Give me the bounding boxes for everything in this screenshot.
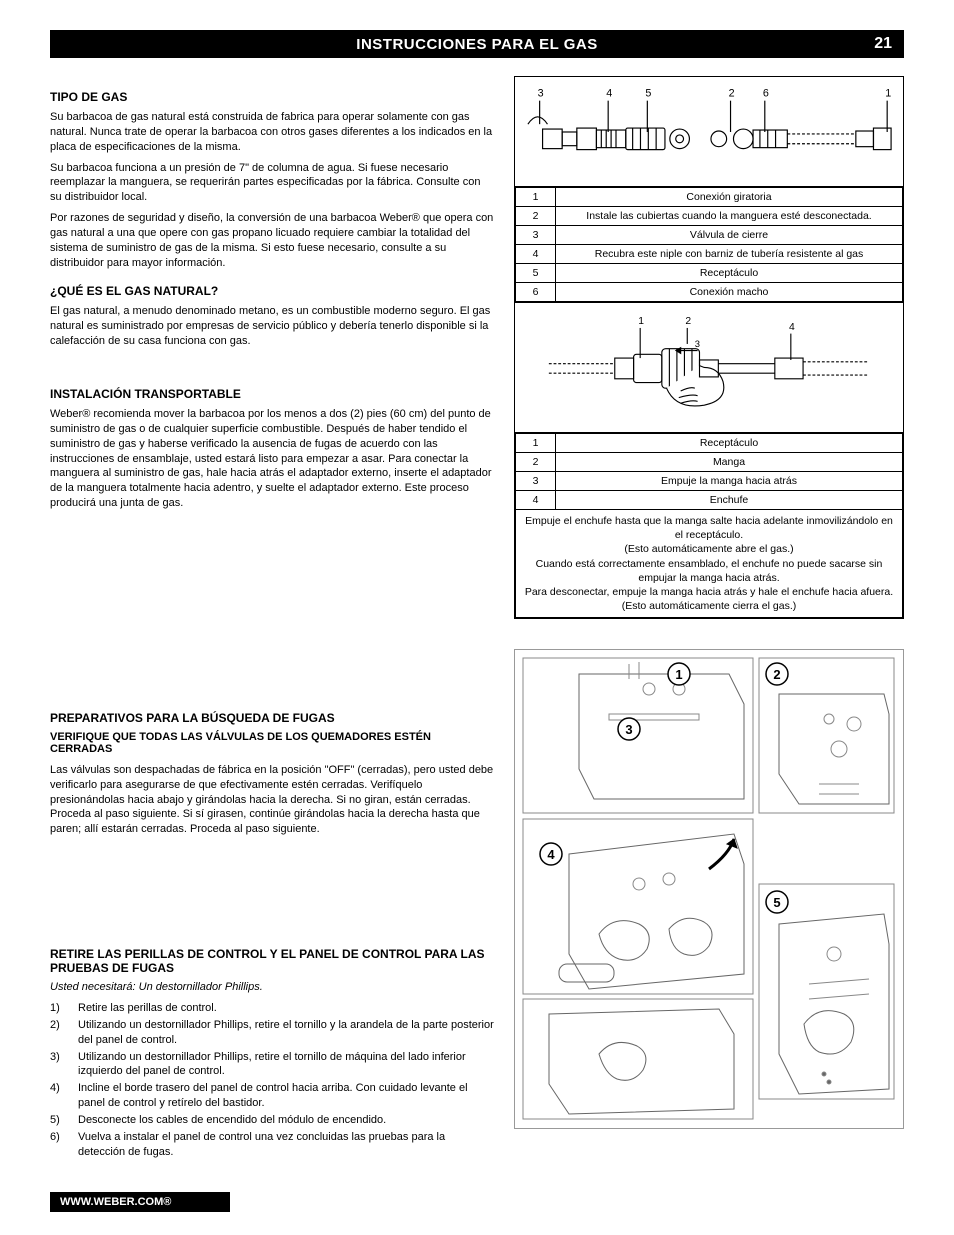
diagram-1-image: 3 4 5 2 6 1 bbox=[515, 77, 903, 187]
svg-text:4: 4 bbox=[606, 88, 612, 100]
list-item: 4)Incline el borde trasero del panel de … bbox=[50, 1081, 494, 1111]
svg-text:1: 1 bbox=[638, 316, 644, 327]
table-row: 2Instale las cubiertas cuando la manguer… bbox=[516, 207, 903, 226]
table-row: 2Manga bbox=[516, 453, 903, 472]
instruction-notes: Empuje el enchufe hasta que la manga sal… bbox=[515, 510, 903, 618]
svg-text:5: 5 bbox=[645, 88, 651, 100]
paragraph: Por razones de seguridad y diseño, la co… bbox=[50, 211, 494, 270]
parts-table-1: 1Conexión giratoria 2Instale las cubiert… bbox=[515, 187, 903, 302]
diagram-2-image: 1 2 3 4 bbox=[515, 303, 903, 433]
page-title: INSTRUCCIONES PARA EL GAS bbox=[356, 36, 597, 53]
table-row: 1Conexión giratoria bbox=[516, 188, 903, 207]
table-row: 4Recubra este niple con barniz de tuberí… bbox=[516, 245, 903, 264]
svg-text:1: 1 bbox=[675, 667, 682, 682]
paragraph: Su barbacoa funciona a un presión de 7" … bbox=[50, 161, 494, 206]
exploded-diagram: 1 3 2 4 bbox=[514, 649, 904, 1129]
section-retire-perillas: RETIRE LAS PERILLAS DE CONTROL Y EL PANE… bbox=[50, 947, 494, 975]
page-number: 21 bbox=[874, 35, 892, 53]
table-row: 4Enchufe bbox=[516, 491, 903, 510]
left-column: TIPO DE GAS Su barbacoa de gas natural e… bbox=[50, 76, 494, 1162]
parts-table-2: 1Receptáculo 2Manga 3Empuje la manga hac… bbox=[515, 433, 903, 510]
table-row: 6Conexión macho bbox=[516, 283, 903, 302]
svg-text:6: 6 bbox=[763, 88, 769, 100]
svg-text:2: 2 bbox=[729, 88, 735, 100]
list-item: 5)Desconecte los cables de encendido del… bbox=[50, 1113, 494, 1128]
svg-text:3: 3 bbox=[625, 722, 632, 737]
list-item: 2)Utilizando un destornillador Phillips,… bbox=[50, 1018, 494, 1048]
svg-text:2: 2 bbox=[773, 667, 780, 682]
svg-text:4: 4 bbox=[789, 322, 795, 333]
coupling-hand-icon: 1 2 3 4 bbox=[530, 311, 888, 424]
paragraph: El gas natural, a menudo denominado meta… bbox=[50, 304, 494, 349]
svg-text:1: 1 bbox=[885, 88, 891, 100]
steps-list: 1)Retire las perillas de control. 2)Util… bbox=[50, 1001, 494, 1159]
tools-needed: Usted necesitará: Un destornillador Phil… bbox=[50, 981, 494, 993]
svg-text:3: 3 bbox=[695, 338, 700, 349]
footer-url: WWW.WEBER.COM® bbox=[50, 1192, 230, 1212]
table-row: 3Válvula de cierre bbox=[516, 226, 903, 245]
svg-text:4: 4 bbox=[547, 847, 555, 862]
header-bar: INSTRUCCIONES PARA EL GAS 21 bbox=[50, 30, 904, 58]
svg-text:5: 5 bbox=[773, 895, 780, 910]
diagram-2-box: 1 2 3 4 bbox=[514, 303, 904, 619]
hose-assembly-icon: 3 4 5 2 6 1 bbox=[523, 85, 895, 178]
svg-text:3: 3 bbox=[538, 88, 544, 100]
svg-text:2: 2 bbox=[685, 316, 691, 327]
paragraph: Las válvulas son despachadas de fábrica … bbox=[50, 763, 494, 837]
list-item: 6)Vuelva a instalar el panel de control … bbox=[50, 1130, 494, 1160]
grill-panel-icon: 1 3 2 4 bbox=[519, 654, 899, 1124]
section-preparativos: PREPARATIVOS PARA LA BÚSQUEDA DE FUGAS bbox=[50, 711, 494, 725]
table-row: 5Receptáculo bbox=[516, 264, 903, 283]
diagram-1-box: 3 4 5 2 6 1 bbox=[514, 76, 904, 303]
section-tipo-de-gas: TIPO DE GAS bbox=[50, 90, 494, 104]
paragraph: Weber® recomienda mover la barbacoa por … bbox=[50, 407, 494, 511]
section-instalacion: INSTALACIÓN TRANSPORTABLE bbox=[50, 387, 494, 401]
right-column: 3 4 5 2 6 1 bbox=[514, 76, 904, 1162]
table-row: 1Receptáculo bbox=[516, 434, 903, 453]
subsection-verifique: VERIFIQUE QUE TODAS LAS VÁLVULAS DE LOS … bbox=[50, 731, 494, 755]
list-item: 1)Retire las perillas de control. bbox=[50, 1001, 494, 1016]
paragraph: Su barbacoa de gas natural está construi… bbox=[50, 110, 494, 155]
section-que-es-gas: ¿QUÉ ES EL GAS NATURAL? bbox=[50, 284, 494, 298]
list-item: 3)Utilizando un destornillador Phillips,… bbox=[50, 1050, 494, 1080]
content-columns: TIPO DE GAS Su barbacoa de gas natural e… bbox=[50, 76, 904, 1162]
table-row: 3Empuje la manga hacia atrás bbox=[516, 472, 903, 491]
